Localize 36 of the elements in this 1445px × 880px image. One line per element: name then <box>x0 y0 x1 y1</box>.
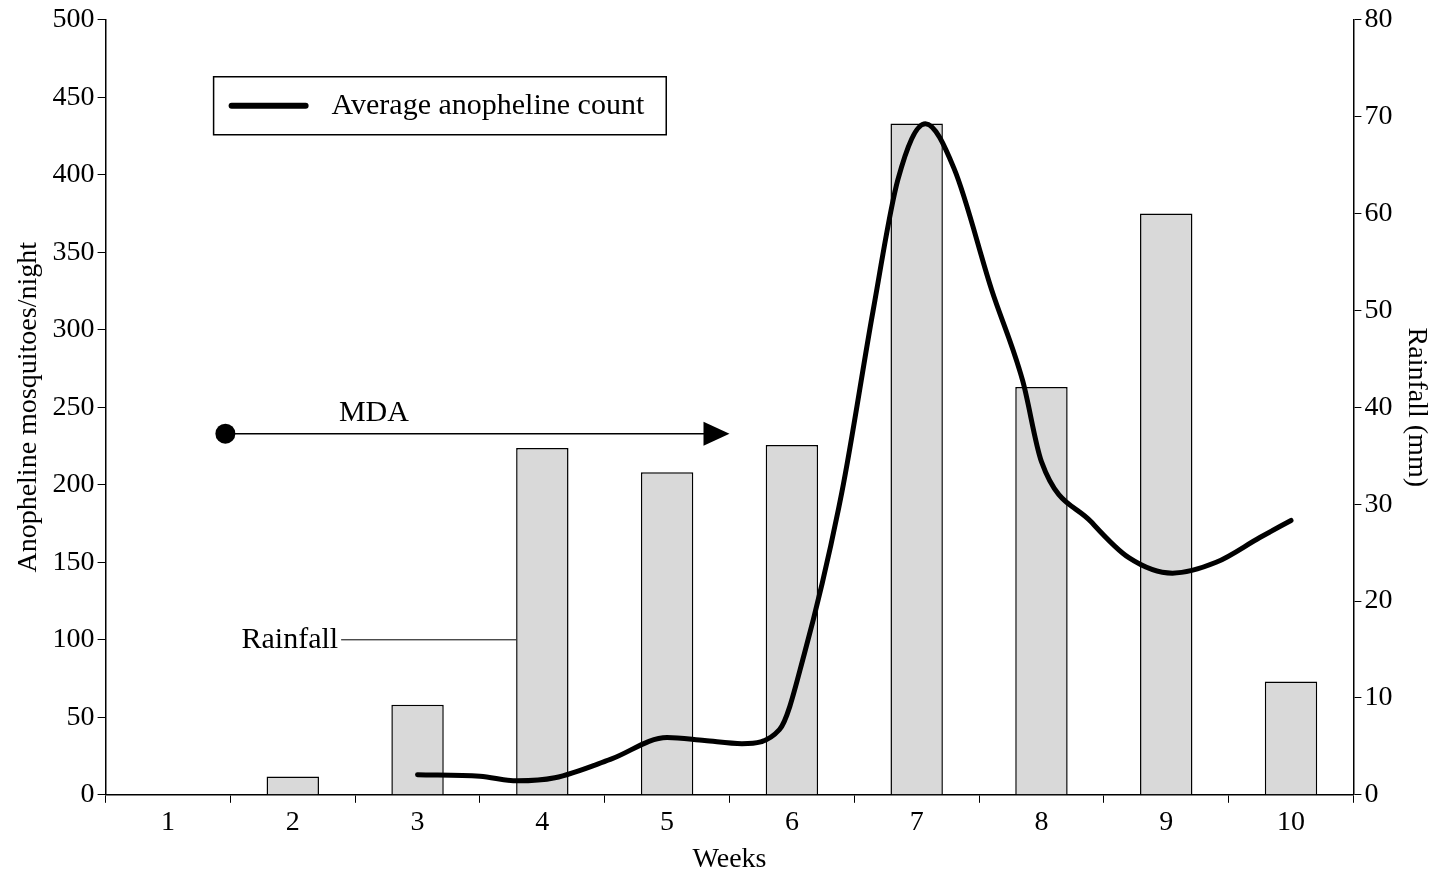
annotation: Rainfall <box>241 620 339 654</box>
y2-tick-label: 10 <box>1364 680 1393 712</box>
y-tick-label: 200 <box>52 467 95 499</box>
x-tick-label: 10 <box>1277 804 1306 836</box>
x-tick-label: 9 <box>1159 804 1174 836</box>
y-tick-label: 50 <box>66 699 95 731</box>
y-tick-label: 150 <box>52 544 95 576</box>
y-tick-label: 500 <box>52 2 95 34</box>
annotation: MDA <box>338 393 410 427</box>
y-axis-title: Anopheline mosquitoes/night <box>11 241 43 573</box>
x-tick-label: 1 <box>160 804 175 836</box>
x-tick-label: 4 <box>535 804 550 836</box>
y2-tick-label: 70 <box>1364 99 1393 131</box>
y2-tick-label: 30 <box>1364 486 1393 518</box>
y-tick-label: 400 <box>52 157 95 189</box>
x-tick-label: 5 <box>660 804 675 836</box>
y-tick-label: 300 <box>52 312 95 344</box>
y2-axis-title: Rainfall (mm) <box>1402 327 1434 487</box>
legend-label: Average anopheline count <box>331 86 645 120</box>
x-tick-label: 2 <box>285 804 300 836</box>
y-tick-label: 350 <box>52 234 95 266</box>
x-tick-label: 8 <box>1034 804 1049 836</box>
x-axis-title: Weeks <box>692 841 767 873</box>
y2-tick-label: 80 <box>1364 2 1393 34</box>
y-tick-label: 250 <box>52 389 95 421</box>
y-tick-label: 450 <box>52 79 95 111</box>
y2-tick-label: 0 <box>1364 777 1379 809</box>
y-tick-label: 100 <box>52 622 95 654</box>
y2-tick-label: 60 <box>1364 195 1393 227</box>
y2-tick-label: 20 <box>1364 583 1393 615</box>
y-tick-label: 0 <box>80 777 95 809</box>
x-tick-label: 7 <box>909 804 924 836</box>
y2-tick-label: 40 <box>1364 389 1393 421</box>
x-tick-label: 3 <box>410 804 425 836</box>
x-tick-label: 6 <box>784 804 799 836</box>
y2-tick-label: 50 <box>1364 292 1393 324</box>
